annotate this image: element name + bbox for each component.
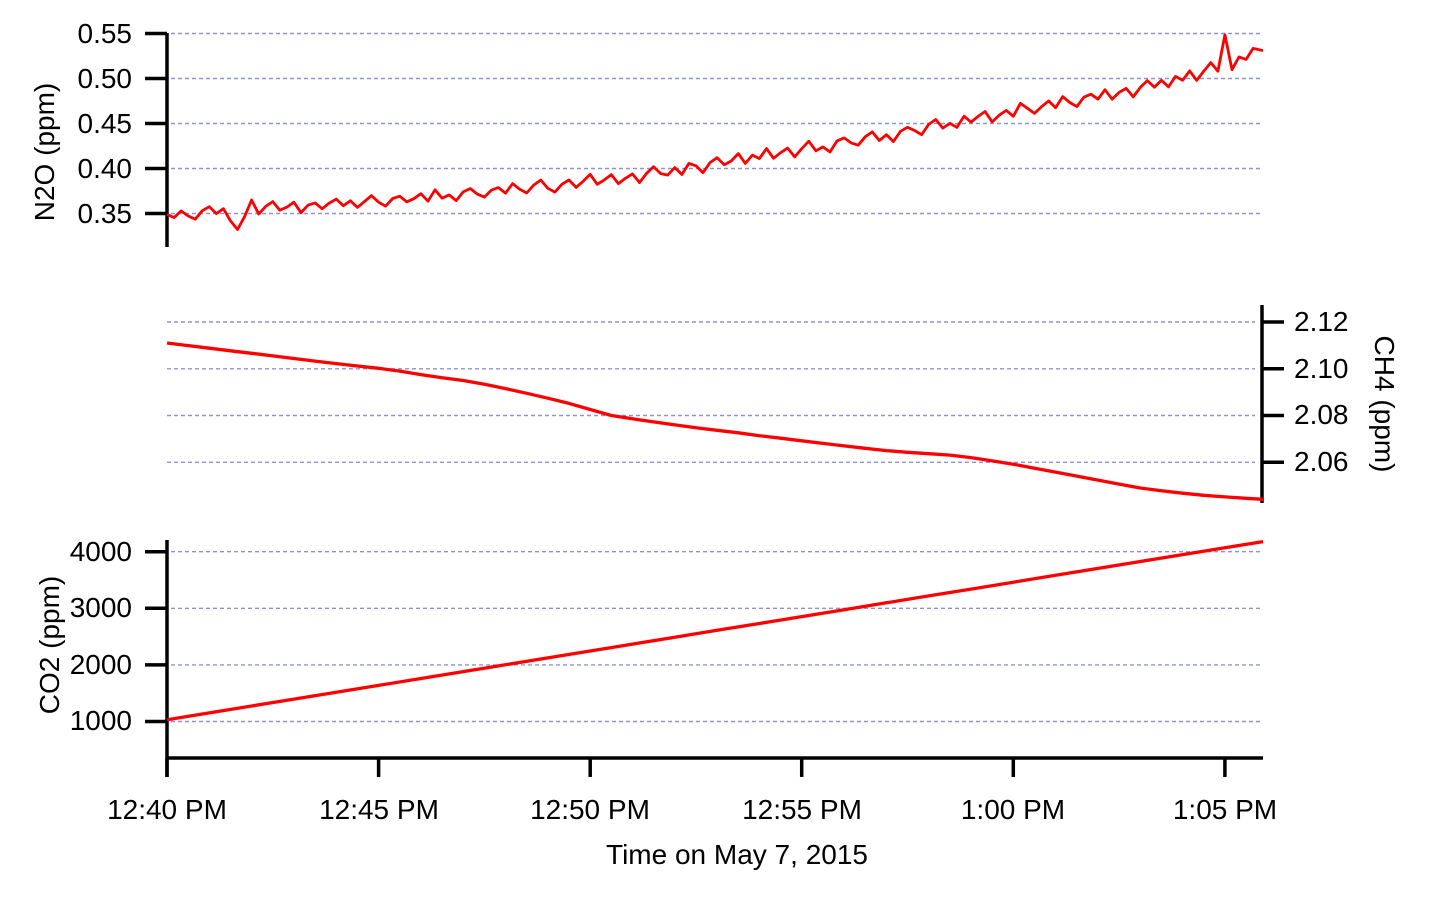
ch4-tick-label: 2.06 bbox=[1294, 446, 1349, 477]
co2-axis-title: CO2 (ppm) bbox=[34, 575, 65, 715]
n2o-axis-title: N2O (ppm) bbox=[29, 82, 60, 222]
n2o-series-line bbox=[166, 33, 1264, 231]
x-tick-label: 12:45 PM bbox=[319, 794, 439, 825]
x-axis-title: Time on May 7, 2015 bbox=[606, 839, 868, 870]
x-tick-label: 1:00 PM bbox=[960, 794, 1066, 825]
ch4-series-line bbox=[166, 341, 1264, 501]
x-tick-label: 12:40 PM bbox=[107, 794, 227, 825]
co2-tick-label: 3000 bbox=[69, 592, 132, 623]
co2-series-line bbox=[166, 539, 1264, 722]
x-tick-label: 1:05 PM bbox=[1172, 794, 1278, 825]
co2-tick-label: 1000 bbox=[69, 705, 132, 736]
co2-tick-label: 4000 bbox=[69, 536, 132, 567]
co2-tick-label: 2000 bbox=[69, 649, 132, 680]
x-tick-label: 12:55 PM bbox=[742, 794, 862, 825]
n2o-tick-label: 0.35 bbox=[77, 198, 133, 229]
n2o-tick-label: 0.45 bbox=[77, 108, 133, 139]
n2o-tick-label: 0.50 bbox=[77, 63, 133, 94]
ch4-axis-title: CH4 (ppm) bbox=[1369, 335, 1400, 473]
ch4-tick-label: 2.12 bbox=[1294, 306, 1349, 337]
x-tick-label: 12:50 PM bbox=[530, 794, 650, 825]
ch4-tick-label: 2.08 bbox=[1294, 399, 1349, 430]
ch4-tick-label: 2.10 bbox=[1294, 353, 1349, 384]
n2o-tick-label: 0.40 bbox=[77, 153, 133, 184]
n2o-tick-label: 0.55 bbox=[77, 18, 133, 49]
